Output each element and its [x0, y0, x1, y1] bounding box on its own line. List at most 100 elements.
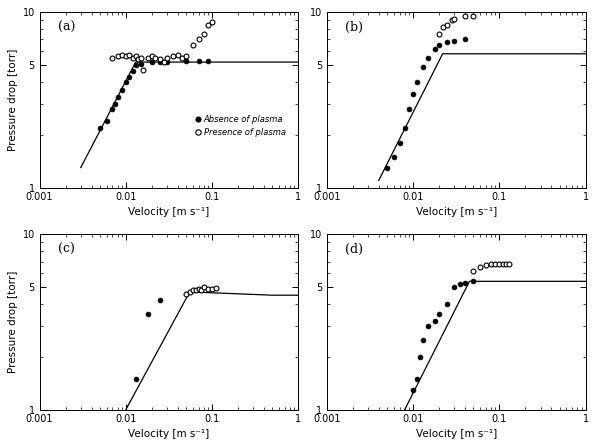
Presence of plasma — [129, 55, 136, 60]
Presence of plasma — [506, 261, 513, 266]
Absence of plasma — [419, 337, 426, 342]
Absence of plasma — [183, 59, 190, 64]
Presence of plasma — [492, 261, 499, 266]
Absence of plasma — [413, 376, 420, 381]
Presence of plasma — [183, 291, 190, 296]
Absence of plasma — [112, 101, 119, 107]
Absence of plasma — [156, 298, 164, 303]
Presence of plasma — [496, 261, 503, 266]
Presence of plasma — [205, 286, 212, 291]
Absence of plasma — [114, 94, 121, 99]
Absence of plasma — [444, 39, 451, 44]
Absence of plasma — [444, 301, 451, 307]
Absence of plasma — [205, 58, 212, 63]
Absence of plasma — [103, 118, 110, 124]
Absence of plasma — [396, 140, 404, 145]
Presence of plasma — [179, 55, 186, 60]
Presence of plasma — [137, 55, 144, 60]
Absence of plasma — [109, 106, 116, 112]
Line: Presence of plasma: Presence of plasma — [110, 20, 214, 72]
Presence of plasma — [435, 32, 442, 37]
Presence of plasma — [503, 261, 510, 266]
Presence of plasma — [183, 54, 190, 59]
Absence of plasma — [383, 165, 390, 170]
Presence of plasma — [200, 32, 207, 37]
Presence of plasma — [451, 16, 458, 21]
Absence of plasma — [432, 46, 439, 51]
Presence of plasma — [470, 268, 477, 274]
Line: Presence of plasma: Presence of plasma — [184, 285, 218, 296]
Presence of plasma — [164, 55, 171, 60]
Absence of plasma — [96, 125, 103, 130]
Absence of plasma — [416, 354, 423, 359]
Absence of plasma — [435, 312, 442, 317]
Presence of plasma — [156, 56, 164, 62]
Absence of plasma — [137, 61, 144, 66]
Presence of plasma — [114, 54, 121, 59]
Absence of plasma — [435, 42, 442, 48]
Presence of plasma — [482, 262, 490, 268]
Presence of plasma — [195, 286, 202, 291]
Presence of plasma — [174, 52, 181, 58]
Absence of plasma — [461, 280, 469, 286]
Presence of plasma — [198, 287, 205, 292]
Line: Absence of plasma: Absence of plasma — [97, 58, 211, 130]
Text: (a): (a) — [58, 21, 75, 34]
Presence of plasma — [135, 56, 142, 62]
Presence of plasma — [476, 265, 484, 270]
Presence of plasma — [208, 286, 216, 291]
X-axis label: Velocity [m s⁻¹]: Velocity [m s⁻¹] — [416, 207, 497, 216]
Presence of plasma — [212, 285, 219, 291]
Absence of plasma — [410, 92, 417, 97]
Presence of plasma — [208, 19, 216, 25]
Absence of plasma — [132, 63, 139, 68]
Presence of plasma — [186, 289, 193, 295]
Y-axis label: Pressure drop [torr]: Pressure drop [torr] — [8, 271, 19, 373]
Presence of plasma — [470, 13, 477, 19]
Presence of plasma — [205, 22, 212, 27]
Line: Absence of plasma: Absence of plasma — [133, 298, 162, 381]
Presence of plasma — [144, 55, 152, 60]
Presence of plasma — [126, 52, 133, 58]
Absence of plasma — [470, 278, 477, 284]
Absence of plasma — [164, 59, 171, 65]
Presence of plasma — [140, 67, 147, 72]
X-axis label: Velocity [m s⁻¹]: Velocity [m s⁻¹] — [128, 429, 210, 439]
Presence of plasma — [461, 13, 469, 19]
Absence of plasma — [401, 125, 408, 130]
Absence of plasma — [118, 87, 125, 93]
Presence of plasma — [189, 42, 196, 48]
Absence of plasma — [451, 284, 458, 290]
Absence of plasma — [195, 58, 202, 63]
Presence of plasma — [200, 284, 207, 290]
Absence of plasma — [390, 154, 398, 160]
Presence of plasma — [189, 287, 196, 293]
Absence of plasma — [451, 38, 458, 43]
Absence of plasma — [132, 376, 139, 381]
Absence of plasma — [419, 64, 426, 69]
Presence of plasma — [161, 59, 168, 65]
Absence of plasma — [405, 106, 413, 112]
Presence of plasma — [118, 52, 125, 58]
Line: Absence of plasma: Absence of plasma — [411, 279, 476, 392]
Presence of plasma — [444, 22, 451, 27]
Absence of plasma — [156, 59, 164, 65]
Absence of plasma — [410, 387, 417, 392]
Absence of plasma — [424, 323, 432, 329]
Absence of plasma — [129, 69, 136, 74]
Presence of plasma — [192, 287, 199, 292]
Presence of plasma — [122, 54, 130, 59]
Y-axis label: Pressure drop [torr]: Pressure drop [torr] — [8, 49, 19, 151]
X-axis label: Velocity [m s⁻¹]: Velocity [m s⁻¹] — [416, 429, 497, 439]
Line: Presence of plasma: Presence of plasma — [436, 14, 476, 37]
Text: (c): (c) — [58, 243, 75, 256]
Presence of plasma — [499, 261, 506, 266]
Absence of plasma — [126, 74, 133, 79]
Absence of plasma — [457, 282, 464, 287]
X-axis label: Velocity [m s⁻¹]: Velocity [m s⁻¹] — [128, 207, 210, 216]
Presence of plasma — [448, 18, 456, 23]
Presence of plasma — [152, 55, 159, 60]
Presence of plasma — [132, 54, 139, 59]
Text: (d): (d) — [345, 243, 363, 256]
Absence of plasma — [122, 80, 130, 85]
